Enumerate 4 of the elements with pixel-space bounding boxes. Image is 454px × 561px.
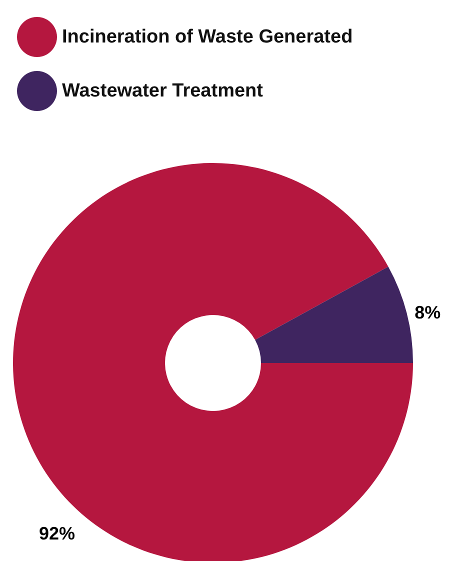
data-label: 8% [414,302,441,322]
legend-label: Incineration of Waste Generated [62,26,353,48]
data-label: 92% [38,524,76,544]
legend-label: Wastewater Treatment [62,80,264,102]
